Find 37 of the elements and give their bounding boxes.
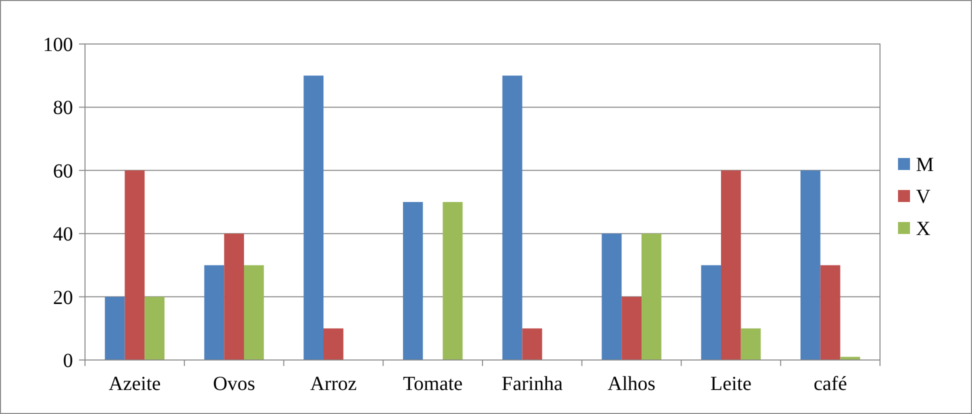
- bar: [244, 265, 264, 360]
- x-tick-label: Tomate: [402, 373, 463, 395]
- y-tick-label: 60: [53, 160, 73, 182]
- y-tick-label: 20: [53, 286, 73, 309]
- y-tick-label: 0: [63, 350, 73, 372]
- bar: [522, 328, 542, 360]
- bar: [304, 76, 324, 360]
- bar: [502, 76, 522, 360]
- bar: [224, 234, 244, 360]
- legend-label: X: [916, 218, 931, 240]
- bar: [800, 170, 820, 360]
- bar: [642, 234, 662, 360]
- bar: [324, 328, 344, 360]
- y-tick-label: 80: [53, 97, 73, 120]
- bar: [104, 296, 125, 360]
- bar: [721, 170, 741, 360]
- bar: [740, 328, 761, 360]
- x-tick-label: Arroz: [310, 373, 357, 395]
- legend-label: M: [916, 154, 934, 176]
- x-tick-label: café: [814, 373, 848, 395]
- bar: [820, 265, 840, 360]
- bar: [204, 265, 224, 360]
- bar: [701, 265, 721, 360]
- y-tick-label: 40: [53, 224, 73, 246]
- bar: [602, 234, 622, 360]
- bar: [622, 296, 642, 360]
- x-tick-label: Alhos: [608, 373, 656, 395]
- x-tick-label: Leite: [710, 373, 752, 395]
- bar: [124, 170, 145, 360]
- x-tick-label: Azeite: [108, 373, 161, 395]
- bar: [442, 202, 463, 360]
- bar: [403, 202, 423, 360]
- legend-label: V: [916, 186, 931, 208]
- y-tick-label: 100: [43, 34, 73, 56]
- bar: [144, 296, 164, 360]
- x-tick-label: Ovos: [212, 373, 256, 395]
- x-tick-label: Farinha: [502, 373, 563, 395]
